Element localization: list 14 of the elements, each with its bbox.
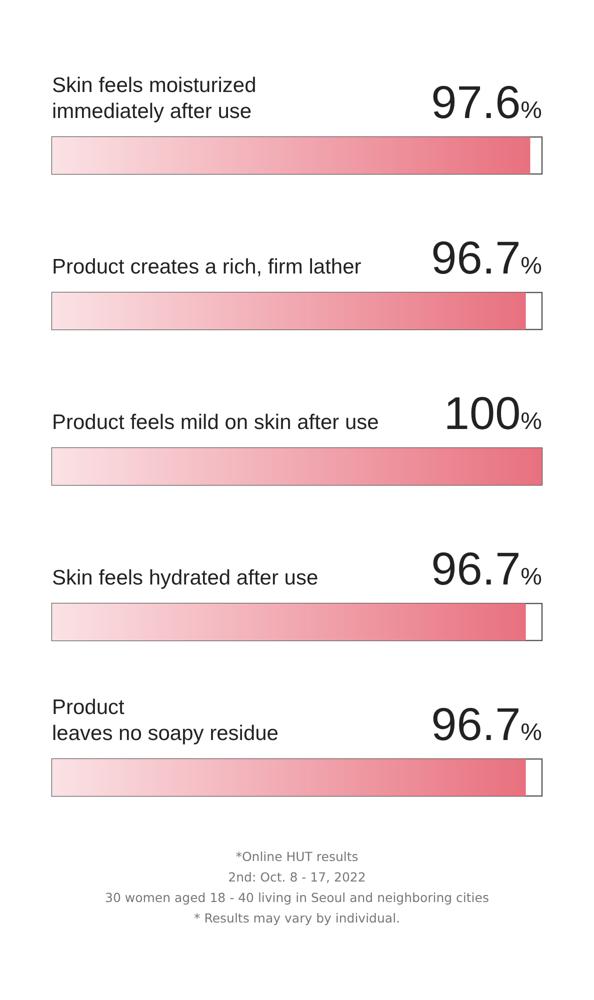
y-tick-label: Product leaves no soapy residue [52,696,278,745]
text: 2nd: Oct. 8 - 17, 2022 [228,870,366,884]
data-label: 96.7% [431,698,542,750]
text: * Results may vary by individual. [194,910,400,926]
y-tick-label: Skin feels hydrated after use [52,566,318,590]
data-label: 96.7% [431,542,542,594]
y-tick-label: Product creates a rich, firm lather [52,256,362,278]
y-tick-label: Product feels mild on skin after use [52,411,379,434]
data-label: 100% [444,387,542,439]
data-label: 97.6% [431,76,542,128]
y-tick-label: Skin feels moisturized immediately after use [52,74,256,123]
text: 30 women aged 18 - 40 living in Seoul and neighboring cities [105,890,489,905]
text: *Online HUT results [236,849,358,864]
data-label: 96.7% [431,232,542,284]
